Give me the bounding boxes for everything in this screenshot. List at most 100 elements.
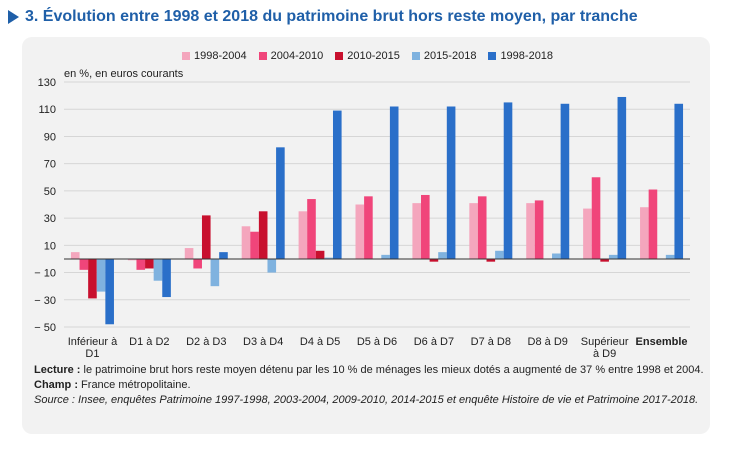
bar [258, 211, 268, 259]
x-tick-label: Ensemble [636, 336, 688, 348]
champ-text: France métropolitaine. [78, 379, 191, 391]
bar [193, 258, 202, 269]
legend-swatch [258, 52, 267, 60]
bar [552, 253, 561, 259]
bar [136, 258, 146, 270]
y-tick-label: 30 [44, 213, 56, 225]
legend-label: 2004-2010 [270, 50, 324, 62]
champ-note: Champ : France métropolitaine. [34, 378, 704, 393]
bar [127, 258, 137, 261]
bar [648, 189, 658, 259]
bar [210, 258, 220, 287]
bar [486, 258, 496, 262]
bar [412, 203, 422, 259]
bar [503, 102, 513, 259]
legend-label: 1998-2004 [194, 50, 247, 62]
x-tick-label: D8 à D9 [528, 336, 568, 348]
x-tick-label: D5 à D6 [357, 336, 397, 348]
chart-title: 3. Évolution entre 1998 et 2018 du patri… [8, 8, 638, 26]
bar [298, 211, 308, 259]
y-tick-label: − 30 [34, 295, 56, 307]
bar [608, 254, 618, 259]
x-tick-label: D3 à D4 [243, 336, 283, 348]
bar [534, 200, 544, 259]
bar [477, 196, 487, 259]
legend-item: 2015-2018 [411, 50, 477, 62]
bar [446, 106, 456, 259]
bar [324, 257, 333, 259]
legend-label: 1998-2018 [500, 50, 554, 62]
bar [145, 258, 154, 269]
legend-item: 1998-2004 [182, 50, 247, 62]
legend-item: 1998-2018 [488, 50, 553, 62]
legend-label: 2010-2015 [347, 50, 400, 62]
bar [600, 258, 609, 262]
bar [665, 254, 675, 259]
bar [184, 248, 194, 259]
y-tick-label: − 10 [34, 268, 56, 280]
bar [381, 254, 390, 259]
legend-swatch [335, 52, 344, 60]
legend-swatch [411, 52, 420, 60]
bar [88, 258, 97, 299]
bar [241, 226, 251, 259]
bar [105, 258, 114, 325]
bar [495, 250, 504, 259]
champ-label: Champ : [34, 379, 78, 391]
bar [429, 258, 439, 262]
legend-label: 2015-2018 [423, 50, 477, 62]
legend-swatch [182, 52, 190, 60]
lecture-note: Lecture : le patrimoine brut hors reste … [34, 363, 704, 378]
x-tick-label: D7 à D8 [471, 336, 511, 348]
x-tick-label: Inférieur à D1 [68, 336, 118, 360]
bar [617, 96, 627, 259]
bar [560, 103, 570, 259]
lecture-label: Lecture : [34, 364, 81, 376]
legend-item: 2010-2015 [335, 50, 400, 62]
bar [421, 194, 430, 259]
bar [591, 177, 601, 259]
y-tick-label: 50 [44, 186, 56, 198]
bar [674, 103, 684, 259]
bar [153, 258, 163, 281]
legend-item: 2004-2010 [258, 50, 324, 62]
x-tick-label: D2 à D3 [186, 336, 226, 348]
y-tick-label: 90 [44, 131, 56, 143]
bar [640, 207, 649, 259]
bar [469, 203, 478, 259]
y-axis-label: en %, en euros courants [64, 68, 184, 80]
x-tick-label: Supérieur à D9 [581, 336, 629, 360]
bar [315, 250, 325, 259]
x-tick-label: D4 à D5 [300, 336, 340, 348]
triangle-right-icon [8, 10, 19, 24]
y-tick-label: − 50 [34, 322, 56, 334]
bar [583, 208, 592, 259]
bar [364, 196, 373, 259]
y-tick-label: 70 [44, 159, 56, 171]
y-tick-label: 130 [38, 77, 56, 89]
bar [267, 258, 277, 273]
lecture-text: le patrimoine brut hors reste moyen déte… [80, 364, 704, 376]
chart-legend: 1998-2004 2004-2010 2010-2015 2015-2018 1998… [182, 50, 553, 62]
bar [355, 204, 365, 259]
chart-title-text: 3. Évolution entre 1998 et 2018 du patri… [25, 8, 638, 25]
bar [162, 258, 171, 298]
bar [201, 215, 211, 259]
x-tick-label: D1 à D2 [129, 336, 169, 348]
bar [438, 252, 447, 259]
x-tick-label: D6 à D7 [414, 336, 454, 348]
bar [389, 106, 399, 259]
bar [219, 252, 228, 259]
y-tick-label: 110 [38, 104, 56, 116]
bar [250, 231, 259, 259]
bar [96, 258, 106, 292]
bar [307, 199, 316, 259]
bar [79, 258, 89, 270]
bar [70, 252, 80, 259]
chart-notes: Lecture : le patrimoine brut hors reste … [34, 363, 704, 408]
bar [332, 110, 342, 259]
source-note: Source : Insee, enquêtes Patrimoine 1997… [34, 394, 699, 406]
y-tick-label: 10 [44, 240, 56, 252]
bar [276, 147, 285, 259]
